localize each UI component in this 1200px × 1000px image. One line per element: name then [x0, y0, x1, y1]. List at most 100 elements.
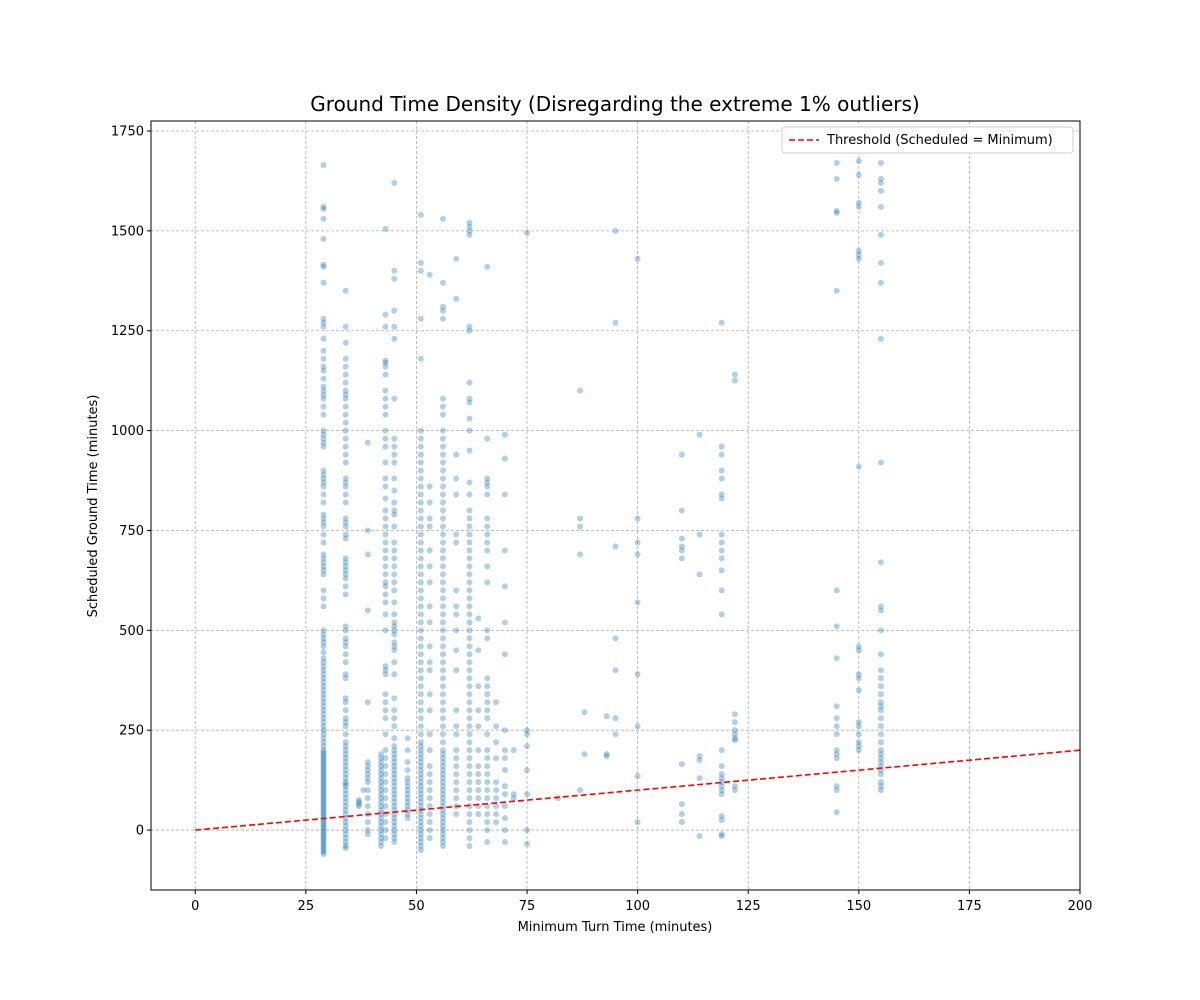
x-tick-label: 150	[846, 899, 871, 914]
data-point	[475, 763, 482, 770]
data-point	[382, 403, 389, 410]
data-point	[342, 695, 349, 702]
data-point	[417, 683, 424, 690]
data-point	[382, 225, 389, 232]
data-point	[466, 539, 473, 546]
x-tick-label: 175	[957, 899, 982, 914]
data-point	[320, 391, 327, 398]
data-point	[731, 783, 738, 790]
data-point	[417, 767, 424, 774]
data-point	[439, 667, 446, 674]
data-point	[501, 815, 508, 822]
data-point	[696, 753, 703, 760]
data-point	[382, 691, 389, 698]
data-point	[439, 799, 446, 806]
data-point	[484, 699, 491, 706]
data-point	[320, 655, 327, 662]
data-point	[678, 543, 685, 550]
data-point	[417, 619, 424, 626]
data-point	[342, 491, 349, 498]
data-point	[320, 667, 327, 674]
data-point	[320, 319, 327, 326]
data-point	[484, 755, 491, 762]
data-point	[320, 699, 327, 706]
data-point	[877, 187, 884, 194]
data-point	[391, 335, 398, 342]
data-point	[877, 787, 884, 794]
data-point	[342, 571, 349, 578]
data-point	[439, 835, 446, 842]
data-point	[417, 667, 424, 674]
data-point	[320, 519, 327, 526]
data-point	[391, 755, 398, 762]
data-point	[833, 747, 840, 754]
data-point	[364, 827, 371, 834]
data-point	[382, 755, 389, 762]
data-point	[484, 707, 491, 714]
data-point	[320, 499, 327, 506]
data-point	[718, 467, 725, 474]
data-point	[634, 773, 641, 780]
data-point	[417, 811, 424, 818]
data-point	[466, 507, 473, 514]
x-tick-label: 25	[298, 899, 315, 914]
data-point	[581, 751, 588, 758]
data-point	[391, 475, 398, 482]
data-point	[426, 763, 433, 770]
data-point	[678, 761, 685, 768]
data-point	[696, 571, 703, 578]
data-point	[426, 787, 433, 794]
data-point	[342, 419, 349, 426]
data-point	[382, 663, 389, 670]
data-point	[855, 199, 862, 206]
data-point	[391, 759, 398, 766]
data-point	[417, 791, 424, 798]
data-point	[382, 531, 389, 538]
data-point	[320, 795, 327, 802]
data-point	[320, 843, 327, 850]
data-point	[426, 271, 433, 278]
data-point	[382, 819, 389, 826]
data-point	[320, 427, 327, 434]
data-point	[855, 719, 862, 726]
data-point	[320, 475, 327, 482]
data-point	[378, 759, 385, 766]
data-point	[417, 483, 424, 490]
data-point	[382, 443, 389, 450]
data-point	[453, 747, 460, 754]
data-point	[378, 779, 385, 786]
data-point	[426, 811, 433, 818]
data-point	[342, 799, 349, 806]
data-point	[417, 499, 424, 506]
data-point	[501, 839, 508, 846]
data-point	[855, 647, 862, 654]
data-point	[342, 819, 349, 826]
data-point	[439, 767, 446, 774]
data-point	[364, 607, 371, 614]
data-point	[320, 539, 327, 546]
x-tick-label: 0	[191, 899, 199, 914]
data-point	[466, 555, 473, 562]
data-point	[320, 551, 327, 558]
data-point	[453, 779, 460, 786]
data-point	[417, 651, 424, 658]
data-point	[342, 363, 349, 370]
data-point	[417, 531, 424, 538]
data-point	[391, 819, 398, 826]
data-point	[426, 707, 433, 714]
data-point	[417, 267, 424, 274]
data-point	[466, 531, 473, 538]
data-point	[484, 763, 491, 770]
data-point	[391, 815, 398, 822]
data-point	[417, 771, 424, 778]
data-point	[378, 819, 385, 826]
data-point	[833, 703, 840, 710]
data-point	[426, 563, 433, 570]
data-point	[364, 787, 371, 794]
y-tick-label: 1250	[111, 324, 144, 339]
data-point	[501, 767, 508, 774]
data-point	[439, 775, 446, 782]
data-point	[320, 403, 327, 410]
data-point	[417, 715, 424, 722]
data-point	[320, 823, 327, 830]
